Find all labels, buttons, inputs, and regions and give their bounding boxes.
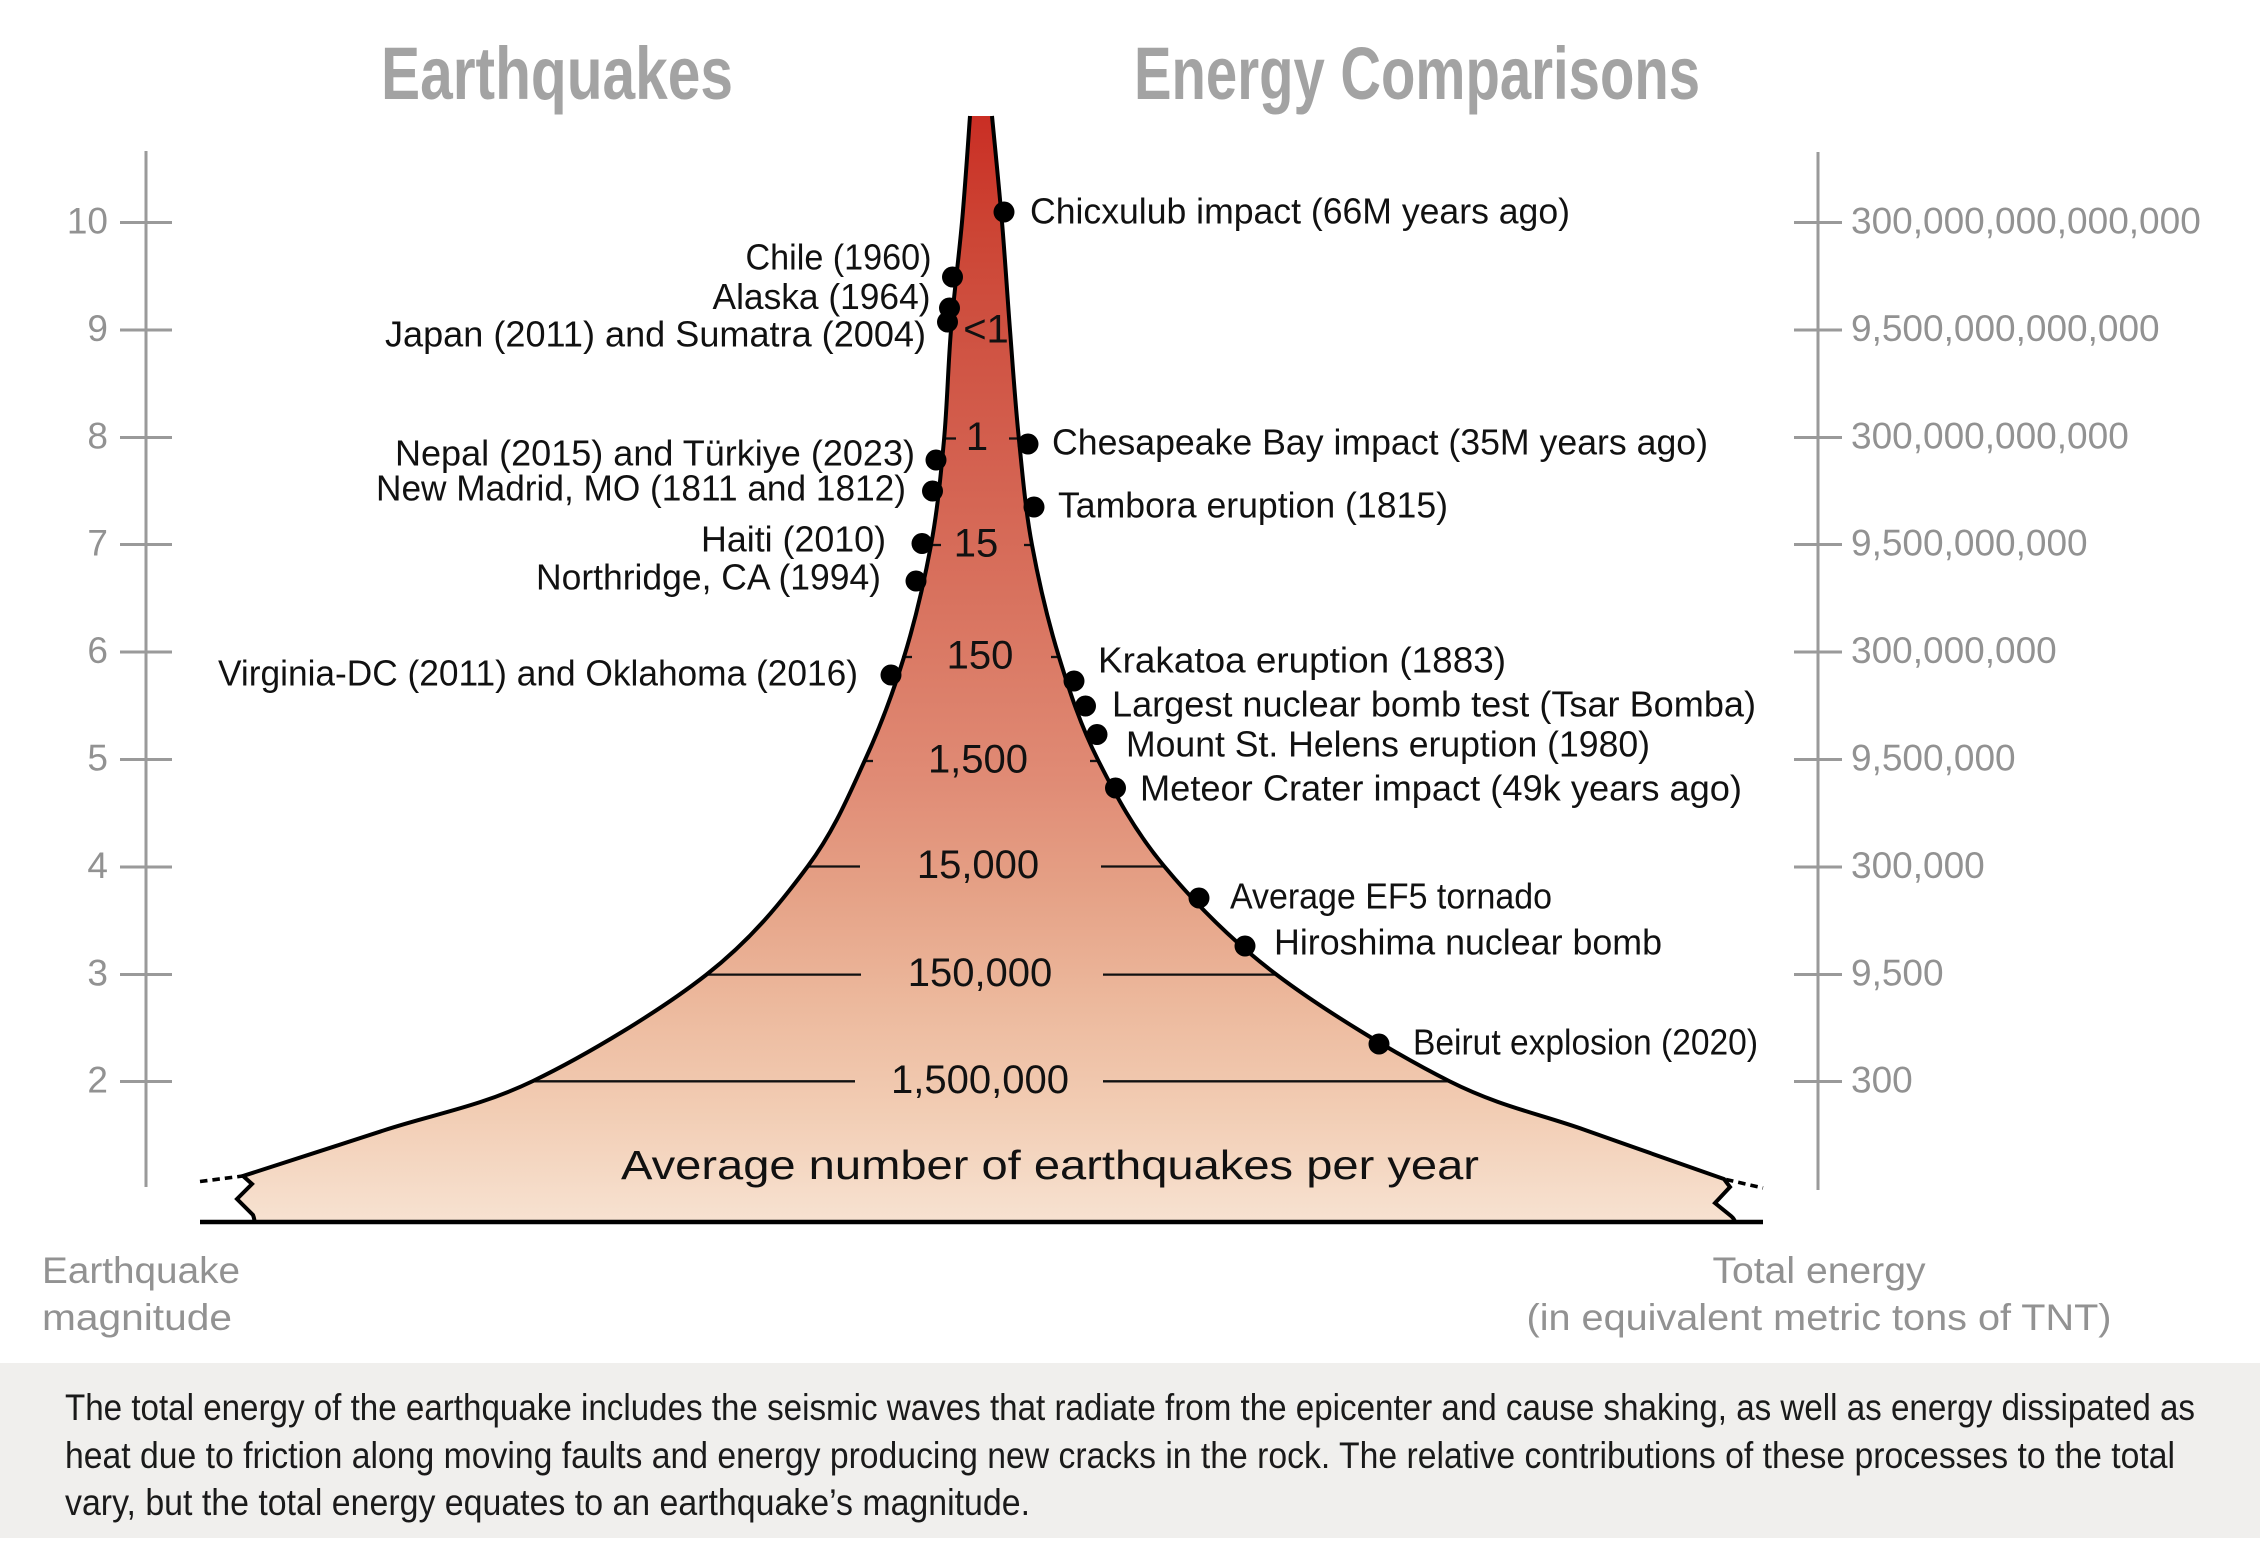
svg-text:Virginia-DC (2011) and Oklahom: Virginia-DC (2011) and Oklahoma (2016) xyxy=(218,653,858,694)
svg-text:Northridge, CA (1994): Northridge, CA (1994) xyxy=(536,557,881,598)
svg-text:Mount St. Helens eruption (198: Mount St. Helens eruption (1980) xyxy=(1126,724,1650,765)
svg-text:heat due to friction along mov: heat due to friction along moving faults… xyxy=(65,1435,2175,1476)
svg-text:1,500: 1,500 xyxy=(928,738,1028,782)
svg-text:vary, but the total energy equ: vary, but the total energy equates to an… xyxy=(65,1482,1030,1523)
svg-text:Chile (1960): Chile (1960) xyxy=(746,237,932,278)
svg-text:Japan (2011) and Sumatra (2004: Japan (2011) and Sumatra (2004) xyxy=(385,314,926,355)
svg-text:Hiroshima nuclear bomb: Hiroshima nuclear bomb xyxy=(1274,922,1662,963)
svg-text:9,500,000: 9,500,000 xyxy=(1851,737,2016,778)
svg-text:9: 9 xyxy=(87,308,108,349)
svg-text:15,000: 15,000 xyxy=(917,843,1039,887)
svg-text:15: 15 xyxy=(954,522,999,566)
svg-text:4: 4 xyxy=(87,845,108,886)
svg-text:3: 3 xyxy=(87,952,108,993)
svg-text:5: 5 xyxy=(87,737,108,778)
svg-text:300: 300 xyxy=(1851,1059,1913,1100)
svg-text:Alaska (1964): Alaska (1964) xyxy=(713,276,931,317)
svg-text:1: 1 xyxy=(966,415,988,459)
svg-text:Earthquake: Earthquake xyxy=(42,1250,240,1291)
svg-text:Average EF5 tornado: Average EF5 tornado xyxy=(1230,876,1552,917)
svg-text:Largest nuclear bomb test (Tsa: Largest nuclear bomb test (Tsar Bomba) xyxy=(1112,684,1756,725)
svg-text:Nepal (2015) and Türkiye (2023: Nepal (2015) and Türkiye (2023) xyxy=(395,433,915,474)
svg-text:(in equivalent metric tons of: (in equivalent metric tons of TNT) xyxy=(1527,1297,2112,1338)
svg-text:150: 150 xyxy=(947,634,1014,678)
svg-text:Krakatoa eruption (1883): Krakatoa eruption (1883) xyxy=(1098,640,1506,681)
svg-text:150,000: 150,000 xyxy=(908,951,1053,995)
svg-text:magnitude: magnitude xyxy=(42,1297,232,1338)
svg-text:300,000,000: 300,000,000 xyxy=(1851,630,2057,671)
svg-text:300,000: 300,000 xyxy=(1851,845,1985,886)
svg-text:<1: <1 xyxy=(963,308,1009,352)
svg-text:10: 10 xyxy=(67,200,108,241)
svg-text:9,500,000,000: 9,500,000,000 xyxy=(1851,522,2088,563)
svg-text:Chesapeake Bay impact (35M yea: Chesapeake Bay impact (35M years ago) xyxy=(1052,422,1708,463)
svg-text:9,500,000,000,000: 9,500,000,000,000 xyxy=(1851,308,2160,349)
svg-text:1,500,000: 1,500,000 xyxy=(891,1058,1069,1102)
svg-text:Haiti (2010): Haiti (2010) xyxy=(701,519,886,560)
svg-text:Earthquakes: Earthquakes xyxy=(381,32,733,115)
svg-text:6: 6 xyxy=(87,630,108,671)
svg-text:Average number of earthquakes: Average number of earthquakes per year xyxy=(621,1142,1479,1188)
svg-text:New Madrid, MO (1811 and 1812): New Madrid, MO (1811 and 1812) xyxy=(376,468,906,509)
svg-text:Tambora eruption (1815): Tambora eruption (1815) xyxy=(1058,485,1448,526)
svg-text:300,000,000,000: 300,000,000,000 xyxy=(1851,415,2129,456)
svg-text:9,500: 9,500 xyxy=(1851,952,1944,993)
svg-text:2: 2 xyxy=(87,1059,108,1100)
svg-text:8: 8 xyxy=(87,415,108,456)
svg-text:The total energy of the earthq: The total energy of the earthquake inclu… xyxy=(65,1387,2195,1428)
svg-text:Chicxulub impact (66M years ag: Chicxulub impact (66M years ago) xyxy=(1030,191,1570,232)
svg-text:300,000,000,000,000: 300,000,000,000,000 xyxy=(1851,200,2201,241)
svg-text:Energy Comparisons: Energy Comparisons xyxy=(1134,32,1700,115)
svg-text:Total energy: Total energy xyxy=(1713,1250,1927,1291)
svg-text:Meteor Crater impact (49k year: Meteor Crater impact (49k years ago) xyxy=(1140,768,1742,809)
svg-text:Beirut explosion (2020): Beirut explosion (2020) xyxy=(1413,1022,1758,1063)
svg-text:7: 7 xyxy=(87,522,108,563)
